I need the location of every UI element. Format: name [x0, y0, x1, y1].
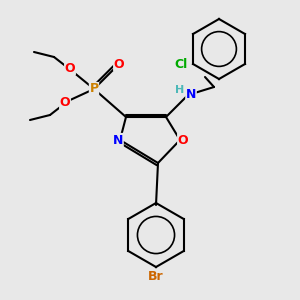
Text: N: N [186, 88, 196, 101]
Text: H: H [176, 85, 184, 95]
Text: N: N [113, 134, 123, 146]
Text: O: O [60, 97, 70, 110]
Text: Cl: Cl [174, 58, 188, 70]
Text: Br: Br [148, 271, 164, 284]
Text: O: O [65, 61, 75, 74]
Text: O: O [178, 134, 188, 146]
Text: P: P [89, 82, 99, 95]
Text: O: O [114, 58, 124, 70]
